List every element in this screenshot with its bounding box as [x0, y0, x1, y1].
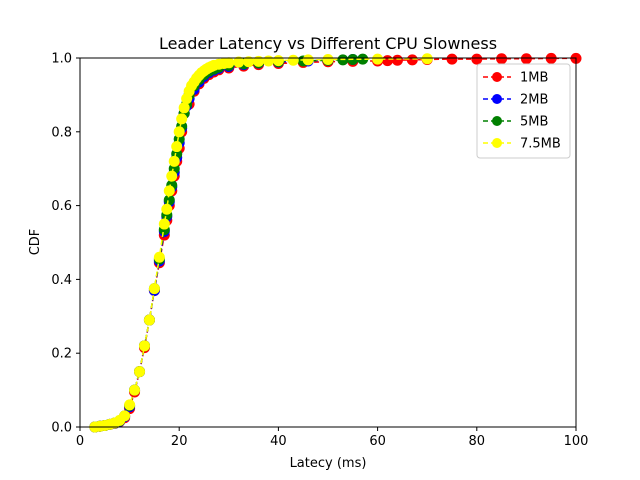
legend-marker: [492, 72, 502, 82]
legend-label: 1MB: [520, 71, 548, 86]
legend-label: 5MB: [520, 115, 548, 130]
data-point: [233, 56, 245, 68]
data-point: [272, 55, 284, 67]
data-point: [253, 55, 265, 67]
data-point: [520, 53, 532, 65]
y-tick-label: 0.0: [51, 421, 72, 436]
y-axis-label: CDF: [28, 229, 43, 256]
data-point: [406, 54, 418, 66]
data-point: [173, 126, 185, 138]
data-point: [148, 283, 160, 295]
data-point: [372, 53, 384, 65]
data-point: [446, 53, 458, 65]
legend-entry: 5MB: [483, 115, 548, 130]
data-point: [119, 410, 131, 422]
legend: 1MB 2MB 5MB 7.5MB: [476, 63, 571, 159]
plot-frame: [79, 57, 577, 428]
data-point: [243, 56, 255, 68]
chart-title: Leader Latency vs Different CPU Slowness: [159, 34, 497, 53]
y-axis-ticks: 0.0 0.2 0.4 0.6 0.8 1.0: [51, 52, 80, 436]
data-point: [287, 54, 299, 66]
legend-entry: 1MB: [483, 71, 548, 86]
data-point: [153, 251, 165, 263]
legend-entry: 2MB: [483, 93, 548, 108]
data-point: [421, 53, 433, 65]
y-tick-label: 0.4: [51, 273, 72, 288]
data-point: [322, 53, 334, 65]
y-tick-label: 0.8: [51, 125, 72, 140]
data-point: [166, 170, 178, 182]
data-point: [357, 53, 369, 65]
x-axis-ticks: 0 20 40 60 80 100: [76, 427, 589, 449]
data-point: [176, 113, 188, 125]
data-point: [161, 203, 173, 215]
data-point: [178, 102, 190, 114]
data-point: [134, 366, 146, 378]
data-point: [471, 53, 483, 65]
legend-marker: [492, 138, 502, 148]
x-tick-label: 60: [369, 434, 386, 449]
x-tick-label: 80: [469, 434, 486, 449]
data-point: [262, 55, 274, 67]
x-tick-label: 0: [76, 434, 84, 449]
y-tick-label: 0.6: [51, 199, 72, 214]
x-tick-label: 20: [171, 434, 188, 449]
legend-label: 7.5MB: [520, 137, 561, 152]
y-tick-label: 0.2: [51, 347, 72, 362]
data-point: [124, 399, 136, 411]
data-point: [223, 57, 235, 69]
legend-marker: [492, 94, 502, 104]
x-axis-label: Latecy (ms): [290, 456, 367, 471]
data-point: [171, 141, 183, 153]
data-point: [158, 218, 170, 230]
x-tick-label: 40: [270, 434, 287, 449]
data-point: [163, 194, 175, 206]
legend-label: 2MB: [520, 93, 548, 108]
x-tick-label: 100: [564, 434, 589, 449]
data-point: [382, 55, 394, 67]
data-point: [496, 53, 508, 65]
series-7.5MB: [89, 53, 433, 433]
data-point: [129, 384, 141, 396]
data-point: [168, 155, 180, 167]
y-tick-label: 1.0: [51, 52, 72, 67]
data-point: [143, 314, 155, 326]
data-point: [302, 54, 314, 66]
legend-entry: 7.5MB: [483, 137, 561, 152]
legend-marker: [492, 116, 502, 126]
data-point: [391, 54, 403, 66]
data-point: [138, 340, 150, 352]
legend-box: [476, 63, 571, 159]
data-point: [163, 185, 175, 197]
